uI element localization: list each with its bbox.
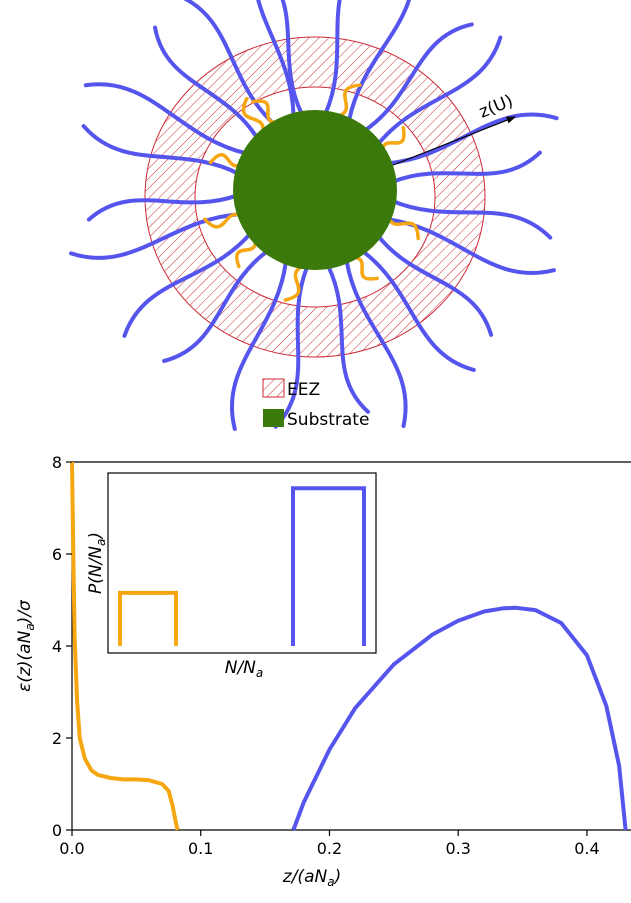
inset-box-0 [118,590,178,646]
legend-label-substrate: Substrate [287,410,369,430]
polymer-chain-long-13 [273,265,309,429]
polymer-chain-long-23 [256,0,296,118]
legend-swatch-eez [262,378,285,398]
polymer-chain-long-19 [81,124,241,176]
polymer-chain-long-5 [386,112,559,166]
polymer-chain-short-6 [235,238,258,269]
substrate-sphere [233,110,397,270]
polymer-chain-short-1 [337,83,362,118]
inset-series [118,486,366,646]
polymer-chain-long-20 [83,82,249,156]
polymer-chain-long-0 [280,0,304,116]
inset-x-label: N/Na [225,658,264,680]
polymer-chain-short-7 [203,212,244,229]
y-axis-label: ε(z)(aNa)/σ [15,599,37,692]
polymer-chain-long-7 [390,198,553,240]
legend-swatch-substrate [263,409,284,427]
inset-box-1 [291,486,366,646]
polymer-chain-short-9 [241,97,265,134]
polymer-chain-long-18 [86,193,240,222]
polymer-chain-long-4 [376,35,503,147]
x-tick-label-3: 0.3 [445,839,470,858]
series-line-0 [70,461,180,831]
polymer-chain-long-3 [363,22,474,133]
polymer-chain-short-0 [251,99,278,125]
polymer-chain-long-22 [182,0,276,126]
series-line-1 [291,605,628,831]
polymer-chain-long-17 [69,212,243,260]
polymer-chain-long-9 [376,233,494,337]
x-tick-label-1: 0.1 [188,839,213,858]
polymer-chain-long-2 [347,0,411,122]
polymer-chain-long-21 [153,25,260,140]
y-tick-label-3: 6 [52,545,62,564]
polymer-chain-long-12 [326,264,370,414]
polymer-chain-long-15 [162,249,269,363]
x-tick-label-0: 0.0 [59,839,84,858]
x-axis-label: z/(aNa) [282,867,341,889]
polymer-chain-long-14 [229,260,288,431]
polymer-chain-short-4 [352,255,379,281]
x-tick-label-2: 0.2 [317,839,342,858]
diagram-legend: EEZ Substrate [262,378,369,430]
y-ticks: 0 2 4 6 8 [52,453,72,840]
legend-label-eez: EEZ [287,380,320,400]
main-chart: 0.0 0.1 0.2 0.3 0.4 0 2 4 6 8 z/(aNa) ε(z)(aNa)/… [15,453,631,889]
polymer-chain-long-11 [344,259,408,428]
polymer-chains [69,0,559,431]
polymer-chain-short-3 [386,214,420,241]
polymer-chain-long-6 [390,150,542,184]
chart-series [70,461,628,831]
polymer-chain-short-5 [283,265,304,302]
inset-frame [107,472,377,654]
polymer-chain-short-2 [380,126,406,153]
polymer-chain-long-10 [361,249,476,372]
inset-y-label: P(N/Na) [86,532,108,594]
z-axis-arrow [392,116,517,166]
y-tick-label-2: 4 [52,637,62,656]
polymer-brush-diagram: z(U) EEZ Substrate [69,0,559,431]
x-tick-label-4: 0.4 [574,839,599,858]
y-tick-label-0: 0 [52,821,62,840]
polymer-chain-long-16 [122,231,253,338]
y-tick-label-1: 2 [52,729,62,748]
x-ticks: 0.0 0.1 0.2 0.3 0.4 [59,830,600,858]
polymer-chain-long-1 [323,0,342,115]
y-tick-label-4: 8 [52,453,62,472]
inset-chart: N/Na P(N/Na) [86,472,377,680]
